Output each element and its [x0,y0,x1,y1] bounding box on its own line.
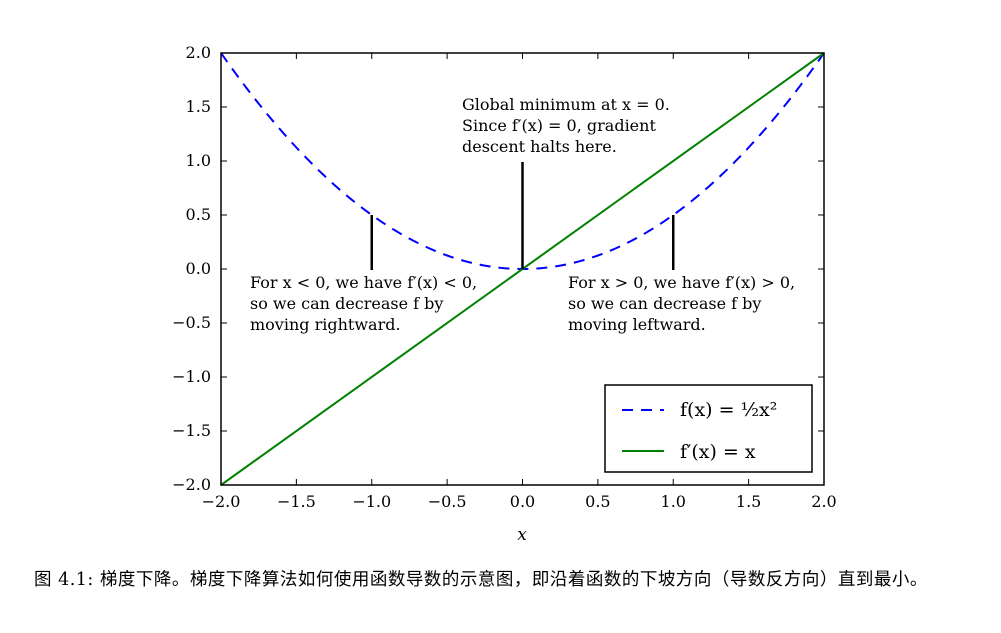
legend: f(x) = ½x² f′(x) = x [604,384,813,473]
annotation-text-minimum: Since f′(x) = 0, gradient [462,116,656,135]
y-tick-label: 2.0 [186,43,211,62]
y-tick-label: 0.0 [186,259,211,278]
annotation-text-minimum: descent halts here. [462,137,617,156]
annotation-text-left: so we can decrease f by [250,294,443,313]
x-tick-label: −1.0 [352,492,391,511]
annotation-text-left: For x < 0, we have f′(x) < 0, [250,273,477,292]
annotation-text-right: moving leftward. [568,315,706,334]
annotation-text-right: For x > 0, we have f′(x) > 0, [568,273,795,292]
axis-ticks: −2.0 −1.5 −1.0 −0.5 0.0 0.5 1.0 1.5 2.0 2.0 1.5 1.0… [172,43,837,511]
y-tick-label: −2.0 [172,475,211,494]
annotation-text-minimum: Global minimum at x = 0. [462,95,670,114]
x-tick-label: 0.5 [585,492,610,511]
annotation-text-right: so we can decrease f by [568,294,761,313]
annotation-text-left: moving rightward. [250,315,401,334]
x-tick-label: 0.0 [510,492,535,511]
y-tick-label: −0.5 [172,313,211,332]
x-tick-label: 2.0 [811,492,836,511]
legend-label-quadratic: f(x) = ½x² [680,399,777,421]
x-tick-label: 1.5 [736,492,761,511]
legend-label-derivative: f′(x) = x [680,441,756,463]
legend-box [604,384,813,473]
x-tick-label: −1.5 [277,492,316,511]
annotations: Global minimum at x = 0. Since f′(x) = 0,… [250,95,795,334]
y-tick-label: 1.5 [186,97,211,116]
y-tick-label: −1.5 [172,421,211,440]
x-tick-label: −0.5 [428,492,467,511]
x-tick-label: −2.0 [202,492,241,511]
gradient-descent-chart: Global minimum at x = 0. Since f′(x) = 0,… [172,43,837,545]
y-tick-label: 1.0 [186,151,211,170]
x-axis-label: x [517,525,527,545]
y-tick-label: −1.0 [172,367,211,386]
figure-caption: 图 4.1: 梯度下降。梯度下降算法如何使用函数导数的示意图，即沿着函数的下坡方… [34,570,928,590]
x-tick-label: 1.0 [661,492,686,511]
y-tick-label: 0.5 [186,205,211,224]
